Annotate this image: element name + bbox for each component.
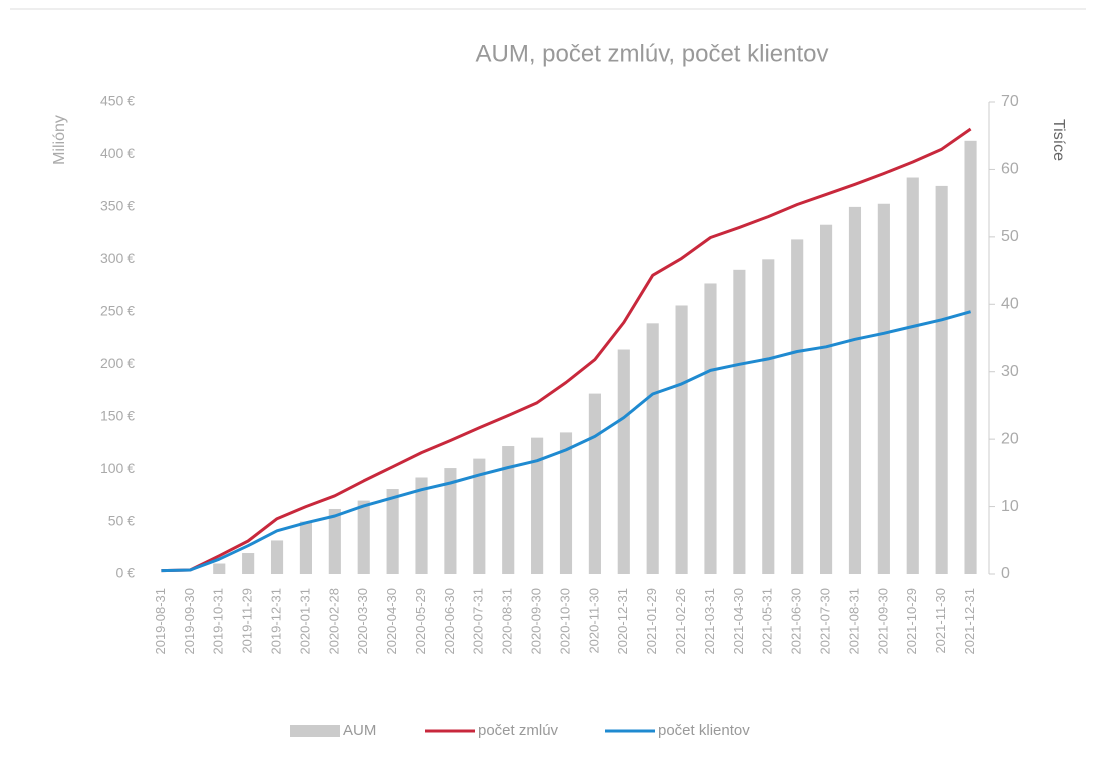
bar [848, 206, 862, 574]
bar [820, 224, 833, 574]
y-tick-label: 100 € [100, 460, 135, 476]
chart-title: AUM, počet zmlúv, počet klientov [475, 40, 828, 67]
y-tick-label: 400 € [100, 145, 135, 161]
y2-tick-label: 10 [1001, 498, 1019, 515]
x-tick-label: 2020-10-30 [557, 588, 572, 655]
line [161, 127, 972, 573]
bar [357, 500, 370, 574]
x-tick-label: 2021-11-30 [933, 588, 948, 654]
y2-tick-label: 70 [1001, 93, 1019, 110]
bar [415, 477, 428, 574]
bar [617, 349, 630, 574]
x-tick-label: 2021-01-29 [644, 588, 659, 655]
y2-tick-label: 0 [1001, 565, 1010, 582]
y-tick-label: 300 € [100, 250, 135, 266]
bar [270, 540, 284, 574]
bar [444, 468, 457, 574]
y-axis-label: Milióny [51, 115, 68, 165]
x-tick-label: 2021-12-31 [962, 588, 977, 655]
bar [473, 458, 486, 574]
bar [704, 283, 717, 574]
x-tick-label: 2020-09-30 [529, 588, 544, 655]
bar [675, 305, 688, 574]
bar [386, 489, 399, 574]
bar [588, 393, 601, 574]
x-tick-label: 2019-09-30 [182, 588, 197, 655]
bar [531, 437, 544, 574]
legend-swatch [290, 725, 340, 737]
y2-tick-label: 20 [1001, 430, 1019, 447]
x-tick-label: 2021-02-26 [673, 588, 688, 655]
y-tick-label: 250 € [100, 302, 135, 318]
bar [906, 177, 919, 574]
x-tick-label: 2021-09-30 [875, 588, 890, 655]
y-tick-label: 0 € [116, 565, 136, 581]
bar [762, 259, 775, 574]
y2-tick-label: 30 [1001, 363, 1019, 380]
y-tick-label: 150 € [100, 407, 135, 423]
x-tick-label: 2020-05-29 [413, 588, 428, 655]
bar [502, 446, 515, 574]
y-tick-label: 350 € [100, 198, 135, 214]
x-tick-label: 2021-07-30 [818, 588, 833, 655]
y2-tick-label: 60 [1001, 161, 1019, 178]
y2-tick-label: 40 [1001, 296, 1019, 313]
x-tick-label: 2019-12-31 [268, 588, 283, 655]
bar [646, 323, 659, 574]
y-tick-label: 50 € [108, 512, 135, 528]
x-tick-label: 2019-10-31 [211, 588, 226, 655]
y2-axis-label: Tisíce [1050, 119, 1067, 161]
x-tick-label: 2020-08-31 [500, 588, 515, 655]
x-tick-label: 2019-11-29 [240, 588, 255, 654]
x-tick-label: 2021-05-31 [760, 588, 775, 655]
x-tick-label: 2020-12-31 [615, 588, 630, 655]
x-tick-label: 2020-03-30 [355, 588, 370, 655]
bar [559, 432, 573, 574]
x-tick-label: 2021-06-30 [789, 588, 804, 655]
legend-label: AUM [343, 722, 376, 739]
line [161, 310, 972, 573]
x-tick-label: 2021-03-31 [702, 588, 717, 655]
y-tick-label: 200 € [100, 355, 135, 371]
x-tick-label: 2020-02-28 [326, 588, 341, 655]
x-tick-label: 2020-11-30 [586, 588, 601, 654]
bar [733, 269, 746, 574]
y2-tick-label: 50 [1001, 228, 1019, 245]
x-tick-label: 2021-08-31 [846, 588, 861, 655]
legend-label: počet klientov [658, 722, 750, 739]
bar [299, 521, 312, 574]
bar [964, 140, 977, 574]
bar [242, 553, 255, 574]
x-tick-label: 2020-04-30 [384, 588, 399, 655]
legend-label: počet zmlúv [478, 722, 559, 739]
y-tick-label: 450 € [100, 93, 135, 109]
bar [935, 185, 948, 574]
x-tick-label: 2020-01-31 [297, 588, 312, 655]
x-tick-label: 2020-07-31 [471, 588, 486, 655]
x-tick-label: 2020-06-30 [442, 588, 457, 655]
x-tick-label: 2019-08-31 [153, 588, 168, 655]
x-tick-label: 2021-10-29 [904, 588, 919, 655]
bar [328, 508, 341, 574]
bar [791, 239, 804, 574]
bar [877, 203, 890, 574]
bar [213, 563, 226, 574]
x-tick-label: 2021-04-30 [731, 588, 746, 655]
